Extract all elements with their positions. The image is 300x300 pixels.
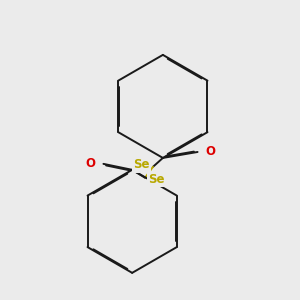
Text: O: O (206, 146, 215, 158)
Text: Se: Se (134, 158, 150, 171)
Text: Se: Se (148, 173, 164, 186)
Text: O: O (85, 158, 95, 170)
